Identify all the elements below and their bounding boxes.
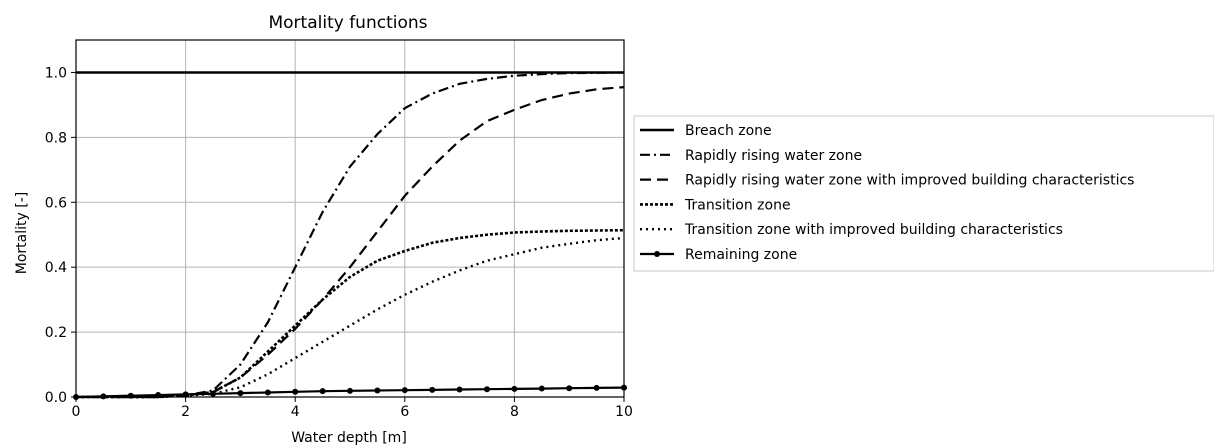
series-line-2 bbox=[76, 86, 625, 399]
legend-label-5: Remaining zone bbox=[685, 247, 797, 263]
series-point-5 bbox=[566, 385, 573, 392]
x-tick-label: 8 bbox=[510, 404, 519, 420]
series-point-5 bbox=[374, 387, 381, 394]
axis-ticks: 0 2 4 6 8 10 0.0 0.2 0.4 0.6 0.8 1.0 bbox=[45, 65, 633, 420]
y-tick-label: 1.0 bbox=[45, 65, 67, 81]
legend-marker-5 bbox=[654, 251, 660, 257]
series-point-5 bbox=[401, 387, 408, 394]
grid bbox=[75, 40, 625, 398]
series-line-4 bbox=[76, 236, 625, 399]
y-tick-label: 0.6 bbox=[45, 195, 67, 211]
x-tick-label: 6 bbox=[400, 404, 409, 420]
series-point-5 bbox=[456, 386, 463, 393]
series-point-5 bbox=[347, 387, 353, 394]
y-tick-label: 0.0 bbox=[45, 390, 67, 406]
legend-label-0: Breach zone bbox=[685, 123, 772, 139]
series-point-5 bbox=[538, 385, 545, 392]
legend-label-4: Transition zone with improved building c… bbox=[684, 222, 1063, 238]
legend: Breach zone Rapidly rising water zone Rapi… bbox=[633, 115, 1214, 272]
series-point-5 bbox=[264, 389, 271, 396]
x-tick-label: 0 bbox=[72, 404, 81, 420]
y-tick-label: 0.4 bbox=[45, 260, 67, 276]
y-tick-label: 0.2 bbox=[45, 325, 67, 341]
series-point-5 bbox=[484, 386, 490, 393]
plot-frame bbox=[75, 39, 625, 398]
x-tick-label: 2 bbox=[181, 404, 190, 420]
series-point-5 bbox=[182, 391, 189, 398]
x-tick-label: 4 bbox=[291, 404, 300, 420]
series-point-5 bbox=[292, 388, 299, 395]
series-point-5 bbox=[237, 390, 244, 397]
series-point-5 bbox=[319, 388, 326, 395]
legend-box bbox=[633, 115, 1214, 272]
y-tick-label: 0.8 bbox=[45, 130, 67, 146]
series-point-5 bbox=[127, 392, 134, 399]
series-line-3 bbox=[76, 228, 625, 399]
series-point-5 bbox=[429, 386, 436, 393]
legend-label-3: Transition zone bbox=[684, 197, 791, 213]
legend-label-1: Rapidly rising water zone bbox=[685, 148, 862, 164]
legend-label-2: Rapidly rising water zone with improved … bbox=[685, 173, 1134, 189]
x-tick-label: 10 bbox=[615, 404, 633, 420]
series-point-5 bbox=[593, 384, 600, 391]
series-layer bbox=[73, 71, 627, 400]
chart-title: Mortality functions bbox=[268, 13, 427, 33]
x-axis-label: Water depth [m] bbox=[291, 430, 407, 446]
series-point-5 bbox=[100, 393, 107, 400]
y-axis-label: Mortality [-] bbox=[14, 192, 30, 274]
series-point-5 bbox=[511, 385, 518, 392]
series-point-5 bbox=[210, 390, 216, 397]
series-line-1 bbox=[76, 71, 625, 399]
